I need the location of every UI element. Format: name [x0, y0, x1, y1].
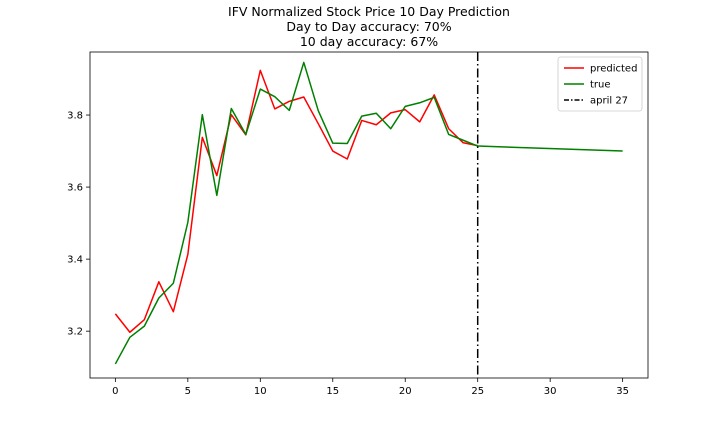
data-point-true-0 — [114, 362, 118, 366]
data-point-predicted-2 — [143, 318, 147, 322]
x-tick-label-5: 5 — [185, 386, 191, 397]
data-point-predicted-3 — [157, 280, 161, 284]
y-tick-label-3.8: 3.8 — [67, 111, 83, 122]
data-point-true-24 — [461, 138, 465, 142]
data-point-true-17 — [360, 114, 364, 118]
data-point-predicted-7 — [215, 174, 219, 178]
x-tick-label-30: 30 — [544, 386, 557, 397]
data-point-predicted-16 — [345, 157, 349, 161]
data-point-predicted-4 — [172, 310, 176, 314]
data-point-true-4 — [172, 281, 176, 285]
x-tick-label-20: 20 — [399, 386, 412, 397]
plot-area-frame — [89, 51, 649, 379]
title-line-1: IFV Normalized Stock Price 10 Day Predic… — [228, 4, 510, 19]
data-point-true-16 — [345, 142, 349, 146]
data-point-predicted-10 — [259, 69, 263, 73]
data-point-true-26 — [621, 149, 625, 153]
data-point-predicted-0 — [114, 312, 118, 316]
y-tick-label-3.4: 3.4 — [67, 255, 83, 266]
legend-box — [557, 56, 643, 112]
data-point-predicted-11 — [273, 107, 277, 111]
data-point-true-8 — [230, 107, 234, 111]
data-point-true-20 — [403, 105, 407, 109]
x-tick-label-15: 15 — [326, 386, 339, 397]
data-point-true-6 — [201, 113, 205, 117]
legend-label-true: true — [590, 80, 611, 91]
data-point-true-14 — [316, 109, 320, 113]
data-point-true-1 — [128, 336, 132, 340]
data-point-predicted-21 — [418, 120, 422, 124]
data-point-true-22 — [432, 96, 436, 100]
data-point-true-19 — [389, 127, 393, 131]
data-point-predicted-14 — [316, 122, 320, 126]
data-point-predicted-1 — [128, 330, 132, 334]
legend-label-april-27: april 27 — [590, 96, 628, 107]
y-axis: 3.2 3.4 3.6 3.8 — [67, 111, 90, 338]
data-point-predicted-5 — [186, 253, 190, 257]
data-point-predicted-13 — [302, 95, 306, 99]
x-tick-label-25: 25 — [471, 386, 484, 397]
data-point-true-5 — [186, 221, 190, 225]
x-tick-label-10: 10 — [254, 386, 267, 397]
data-point-true-11 — [273, 95, 277, 99]
data-point-predicted-12 — [287, 100, 291, 104]
x-tick-label-0: 0 — [112, 386, 118, 397]
legend: predicted true april 27 — [557, 56, 643, 112]
x-tick-label-35: 35 — [616, 386, 629, 397]
data-point-true-7 — [215, 194, 219, 198]
series-layer — [114, 61, 625, 366]
data-point-true-3 — [157, 296, 161, 300]
x-axis: 0 5 10 15 20 25 30 35 — [112, 378, 629, 397]
series-line-true — [114, 61, 623, 365]
y-tick-label-3.2: 3.2 — [67, 327, 83, 338]
title-line-2: Day to Day accuracy: 70% — [286, 19, 451, 34]
data-point-true-12 — [287, 109, 291, 113]
data-point-predicted-15 — [331, 149, 335, 153]
data-point-predicted-18 — [374, 123, 378, 127]
data-point-true-2 — [143, 324, 147, 328]
data-point-true-21 — [418, 101, 422, 105]
data-point-predicted-6 — [201, 136, 205, 140]
data-point-true-15 — [331, 141, 335, 145]
data-point-true-13 — [302, 61, 306, 65]
legend-label-predicted: predicted — [590, 64, 637, 75]
data-point-true-10 — [259, 87, 263, 91]
y-tick-label-3.6: 3.6 — [67, 183, 83, 194]
series-line-predicted — [114, 69, 478, 333]
title-line-3: 10 day accuracy: 67% — [300, 34, 438, 49]
data-point-true-18 — [374, 111, 378, 115]
data-point-true-23 — [447, 133, 451, 137]
chart-title: IFV Normalized Stock Price 10 Day Predic… — [228, 4, 510, 49]
data-point-true-9 — [244, 133, 248, 137]
data-point-predicted-19 — [389, 111, 393, 115]
